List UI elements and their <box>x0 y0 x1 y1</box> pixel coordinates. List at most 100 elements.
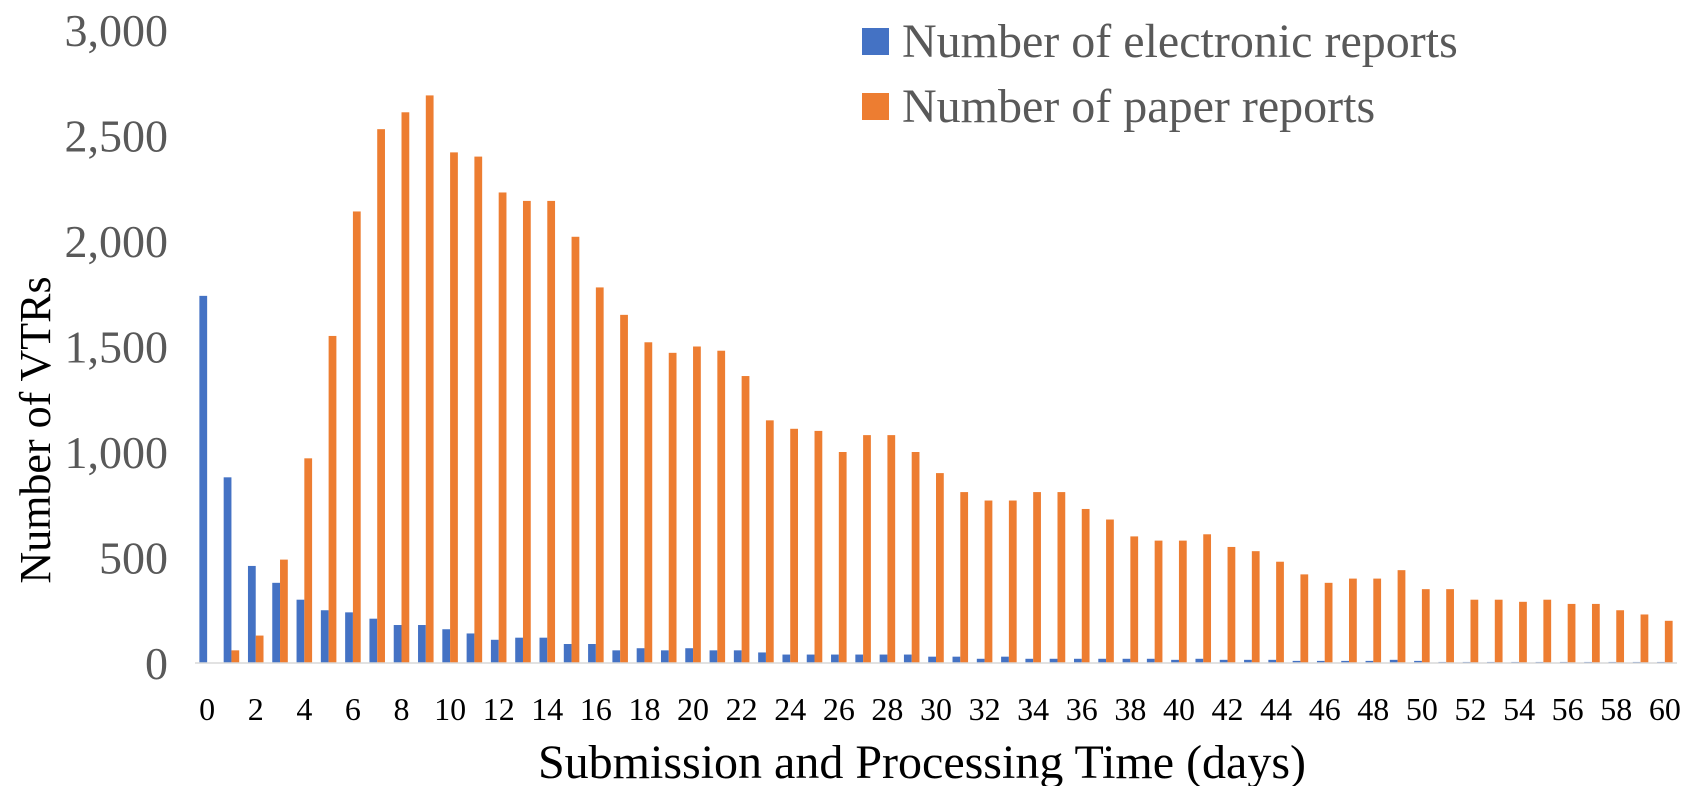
bar-electronic <box>199 295 208 663</box>
bar-electronic <box>320 610 329 663</box>
x-tick-label: 28 <box>871 691 903 727</box>
x-tick-label: 52 <box>1454 691 1486 727</box>
bar-paper <box>1106 519 1114 663</box>
bar-paper <box>1227 546 1236 663</box>
bar-paper <box>231 650 240 663</box>
bar-electronic <box>733 650 742 663</box>
x-tick-label: 20 <box>677 691 709 727</box>
legend-swatch-paper <box>862 93 889 120</box>
x-tick-label: 4 <box>296 691 312 727</box>
x-tick-label: 6 <box>345 691 361 727</box>
bar-electronic <box>831 654 839 663</box>
bar-paper <box>1251 551 1260 663</box>
bar-paper <box>522 200 531 663</box>
bar-electronic <box>1414 660 1422 663</box>
bar-electronic <box>272 582 281 663</box>
bar-paper <box>450 152 458 663</box>
bar-electronic <box>1195 658 1204 663</box>
bar-paper <box>814 430 823 663</box>
bar-paper <box>1057 492 1066 663</box>
x-tick-label: 24 <box>774 691 806 727</box>
bar-paper <box>425 95 434 663</box>
bar-electronic <box>879 654 888 663</box>
x-tick-label: 36 <box>1066 691 1098 727</box>
bar-electronic <box>393 625 402 663</box>
bar-paper <box>741 376 750 663</box>
x-tick-label: 12 <box>483 691 515 727</box>
legend-label-paper: Number of paper reports <box>902 80 1375 133</box>
bar-electronic <box>223 477 232 663</box>
bar-paper <box>1081 508 1090 663</box>
bar-paper <box>1494 599 1503 663</box>
bar-paper <box>1519 601 1527 663</box>
y-axis-title: Number of VTRs <box>11 276 60 583</box>
bar-paper <box>936 473 944 663</box>
bar-paper <box>1203 534 1212 663</box>
bar-electronic <box>612 650 621 663</box>
bar-electronic <box>1219 659 1228 663</box>
bar-electronic <box>1341 660 1350 663</box>
x-tick-label: 26 <box>823 691 855 727</box>
x-tick-label: 48 <box>1357 691 1389 727</box>
bar-electronic <box>588 644 596 663</box>
bar-paper <box>1664 620 1673 663</box>
bar-paper <box>960 492 969 663</box>
legend: Number of electronic reports Number of p… <box>862 15 1458 133</box>
bar-paper <box>571 236 580 663</box>
x-tick-label: 14 <box>531 691 563 727</box>
bar-electronic <box>466 633 475 663</box>
bar-electronic <box>1146 658 1155 663</box>
bar-paper <box>1033 492 1041 663</box>
bar-paper <box>352 211 361 663</box>
bar-electronic <box>418 625 426 663</box>
bar-paper <box>1324 582 1333 663</box>
bar-electronic <box>782 654 791 663</box>
bar-paper <box>984 500 993 663</box>
bar-electronic <box>903 654 912 663</box>
bar-electronic <box>1316 660 1325 663</box>
bar-paper <box>1276 561 1284 663</box>
bar-electronic <box>1268 659 1277 663</box>
x-tick-label: 58 <box>1600 691 1632 727</box>
bar-paper <box>547 200 556 663</box>
y-tick-label: 0 <box>145 638 168 689</box>
x-tick-label: 38 <box>1114 691 1146 727</box>
x-tick-label: 0 <box>199 691 215 727</box>
legend-swatch-electronic <box>862 28 889 55</box>
bar-electronic <box>1122 658 1131 663</box>
bar-electronic <box>1001 656 1009 663</box>
bars <box>199 95 1673 664</box>
bar-electronic <box>1025 658 1034 663</box>
x-tick-label: 18 <box>628 691 660 727</box>
bar-electronic <box>758 652 766 663</box>
bar-paper <box>377 129 385 664</box>
bar-paper <box>1178 540 1187 663</box>
y-tick-label: 2,000 <box>65 216 169 267</box>
bar-paper <box>1470 599 1479 663</box>
bar-paper <box>1591 603 1600 663</box>
x-tick-label: 56 <box>1552 691 1584 727</box>
x-axis-ticks: 0 2 4 6 8 10 12 14 16 18 20 22 24 26 28 30 32 34 36 38 40 42 4… <box>199 691 1681 727</box>
bar-paper <box>1397 570 1406 663</box>
bar-paper <box>1616 610 1625 663</box>
bar-electronic <box>636 648 645 663</box>
x-tick-label: 40 <box>1163 691 1195 727</box>
bar-paper <box>620 314 628 663</box>
x-tick-label: 8 <box>394 691 410 727</box>
y-tick-label: 500 <box>99 533 168 584</box>
bar-paper <box>1421 589 1430 663</box>
x-axis-title: Submission and Processing Time (days) <box>538 736 1306 786</box>
x-tick-label: 46 <box>1309 691 1341 727</box>
x-tick-label: 2 <box>248 691 264 727</box>
bar-electronic <box>1292 660 1301 663</box>
bar-paper <box>595 287 604 663</box>
bar-electronic <box>539 637 548 663</box>
bar-paper <box>717 350 726 663</box>
x-tick-label: 30 <box>920 691 952 727</box>
bar-paper <box>1154 540 1163 663</box>
bar-electronic <box>1244 659 1252 663</box>
bar-electronic <box>345 612 353 663</box>
x-tick-label: 32 <box>969 691 1001 727</box>
bar-paper <box>328 335 337 663</box>
x-tick-label: 50 <box>1406 691 1438 727</box>
